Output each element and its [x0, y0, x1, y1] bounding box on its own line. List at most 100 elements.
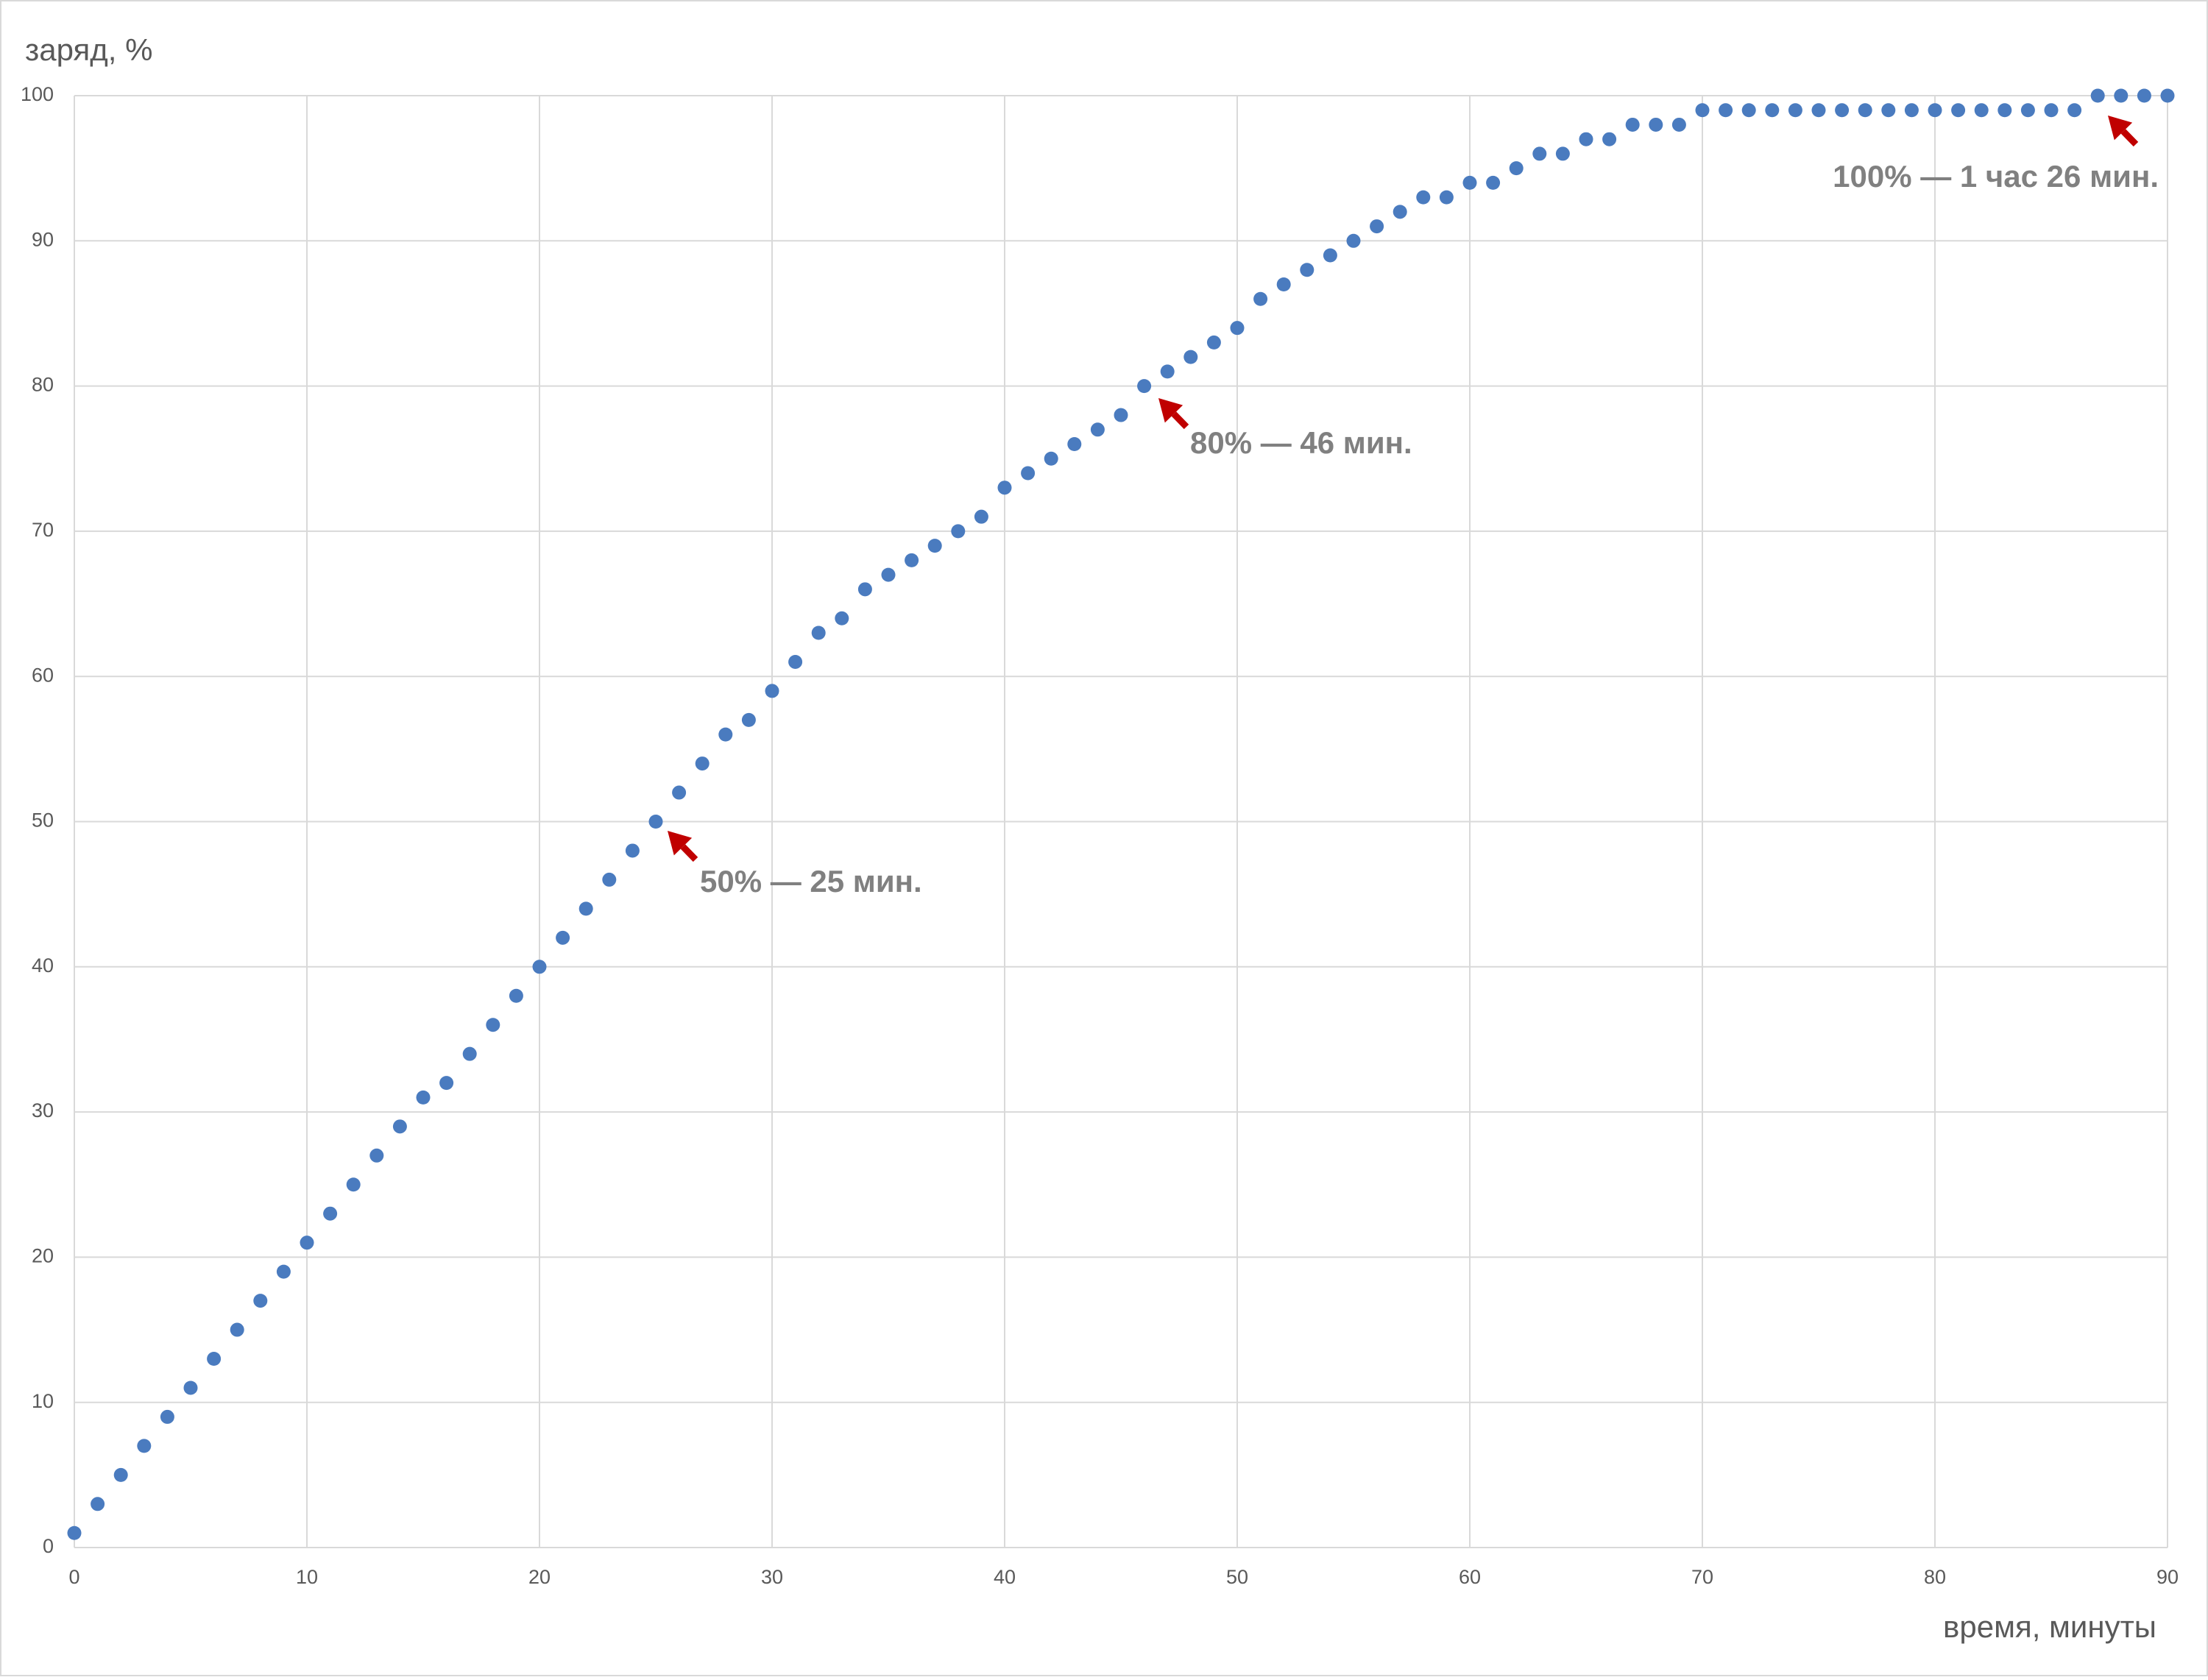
data-point	[1928, 103, 1942, 118]
data-point	[556, 930, 570, 945]
annotation-arrow-head	[668, 831, 693, 856]
data-point	[1509, 161, 1524, 176]
data-point	[578, 901, 593, 916]
data-point	[1021, 466, 1036, 481]
y-tick-label: 70	[32, 519, 54, 541]
data-point	[1974, 103, 1989, 118]
data-point	[765, 684, 779, 698]
data-point	[1695, 103, 1710, 118]
data-point	[718, 727, 733, 742]
data-point	[1370, 219, 1384, 234]
data-point	[648, 815, 663, 829]
data-point	[276, 1264, 291, 1279]
y-tick-label: 50	[32, 809, 54, 832]
data-point	[927, 539, 942, 553]
data-point	[835, 611, 849, 625]
data-point	[1532, 146, 1547, 161]
data-point	[2020, 103, 2035, 118]
data-point	[1649, 117, 1663, 132]
data-point	[1904, 103, 1919, 118]
data-point	[2090, 88, 2105, 103]
y-tick-label: 0	[43, 1535, 54, 1557]
data-point	[1998, 103, 2012, 118]
x-tick-label: 20	[528, 1566, 551, 1588]
data-point	[1486, 175, 1501, 190]
data-point	[1602, 132, 1617, 146]
annotation-text: 80% — 46 мин.	[1190, 425, 1412, 460]
data-point	[323, 1206, 338, 1221]
data-point	[625, 843, 640, 858]
data-point	[1881, 103, 1896, 118]
annotation-text: 50% — 25 мин.	[700, 864, 922, 899]
x-tick-label: 70	[1691, 1566, 1713, 1588]
data-point	[439, 1076, 454, 1091]
data-point	[2160, 88, 2175, 103]
y-tick-label: 100	[21, 83, 54, 105]
x-tick-label: 0	[68, 1566, 79, 1588]
data-point	[1811, 103, 1826, 118]
data-point	[1323, 248, 1337, 263]
data-point	[462, 1046, 477, 1061]
data-point	[741, 712, 756, 727]
annotation-arrow-shaft	[1171, 411, 1189, 430]
data-point	[207, 1352, 222, 1367]
data-point	[951, 524, 966, 539]
data-point	[905, 553, 919, 567]
data-point	[160, 1409, 174, 1424]
data-point	[509, 988, 523, 1003]
data-point	[1439, 190, 1454, 205]
data-point	[416, 1090, 431, 1105]
y-axis-title: заряд, %	[25, 32, 152, 67]
x-tick-label: 80	[1924, 1566, 1946, 1588]
data-point	[1625, 117, 1640, 132]
y-tick-label: 10	[32, 1390, 54, 1412]
data-point	[1555, 146, 1570, 161]
data-point	[91, 1497, 105, 1511]
y-tick-label: 60	[32, 664, 54, 686]
data-point	[253, 1294, 268, 1308]
data-point	[113, 1467, 128, 1482]
annotation-arrow-shaft	[2120, 129, 2139, 147]
x-tick-label: 40	[994, 1566, 1016, 1588]
data-point	[1090, 422, 1105, 437]
data-point	[997, 481, 1012, 495]
data-point	[369, 1148, 384, 1163]
data-point	[2114, 88, 2129, 103]
x-tick-label: 30	[761, 1566, 783, 1588]
data-point	[1741, 103, 1756, 118]
data-point	[1067, 437, 1082, 452]
data-point	[1462, 175, 1477, 190]
data-point	[183, 1380, 198, 1395]
data-point	[1300, 263, 1314, 277]
data-point	[2067, 103, 2082, 118]
annotation-arrow-head	[2108, 116, 2133, 141]
x-tick-label: 10	[296, 1566, 318, 1588]
data-point	[1137, 379, 1152, 394]
data-point	[67, 1525, 82, 1540]
data-point	[602, 872, 617, 887]
data-point	[1044, 451, 1058, 466]
data-point	[2137, 88, 2151, 103]
data-point	[1206, 335, 1221, 350]
data-point	[857, 582, 872, 597]
x-tick-label: 60	[1459, 1566, 1481, 1588]
data-point	[1788, 103, 1802, 118]
y-tick-label: 80	[32, 374, 54, 396]
data-point	[1393, 205, 1407, 219]
y-tick-label: 40	[32, 954, 54, 977]
data-point	[1160, 364, 1175, 379]
data-point	[532, 960, 547, 974]
data-point	[1835, 103, 1850, 118]
data-point	[811, 625, 826, 640]
data-point	[1951, 103, 1966, 118]
data-point	[1416, 190, 1431, 205]
y-tick-label: 90	[32, 228, 54, 250]
data-point	[2044, 103, 2059, 118]
x-axis-title: время, минуты	[1943, 1609, 2156, 1644]
annotation-text: 100% — 1 час 26 мин.	[1833, 159, 2159, 194]
annotation-arrow-head	[1158, 398, 1183, 423]
data-point	[1719, 103, 1733, 118]
data-point	[1253, 291, 1268, 306]
data-point	[1276, 277, 1291, 291]
